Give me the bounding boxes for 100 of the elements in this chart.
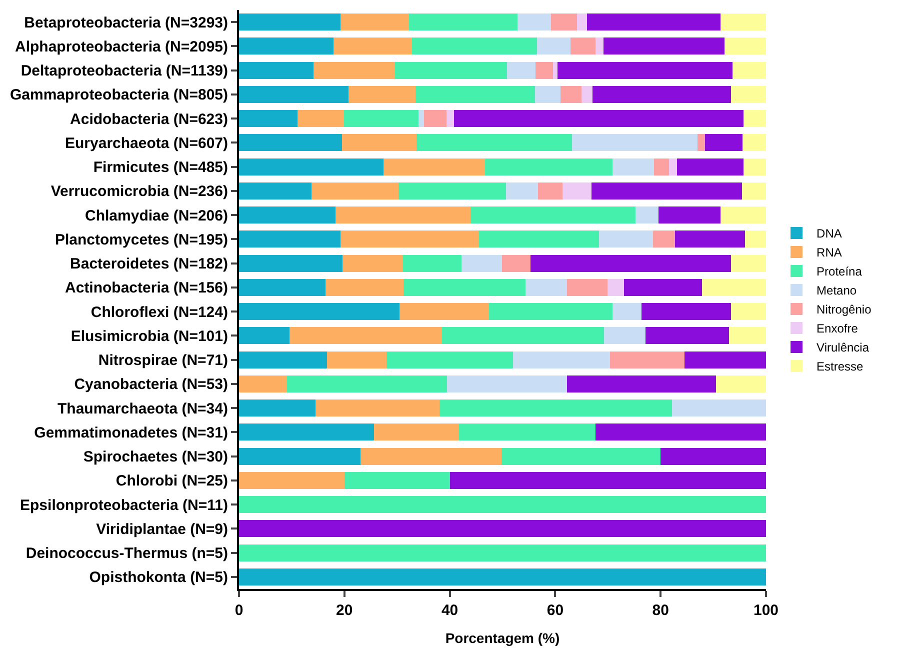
bar: [507, 62, 536, 79]
y-tick-label: Chlamydiae (N=206): [85, 207, 228, 224]
bar: [610, 351, 684, 368]
bar: [731, 86, 766, 103]
bar: [660, 448, 766, 465]
bar: [315, 400, 440, 417]
bar: [239, 38, 334, 55]
bar: [398, 182, 506, 200]
y-tick-label: Thaumarchaeota (N=34): [58, 400, 228, 418]
bar: [672, 400, 766, 417]
bar: [239, 351, 328, 368]
x-tick-label: 60: [546, 602, 564, 619]
bar: [742, 134, 766, 152]
bar: [335, 206, 470, 224]
bar: [536, 38, 570, 55]
y-tick-label: Actinobacteria (N=156): [65, 280, 228, 297]
bar: [239, 158, 384, 176]
bar: [239, 327, 290, 344]
bar: [403, 278, 526, 296]
bar: [239, 424, 374, 441]
y-tick-label: Elusimicrobia (N=101): [70, 328, 228, 345]
bar: [704, 134, 742, 152]
bar: [485, 158, 613, 176]
y-tick-label: Epsilonproteobacteria (N=11): [20, 496, 228, 514]
y-tick-label: Gemmatimonadetes (N=31): [34, 424, 228, 442]
bar: [239, 206, 336, 224]
bar: [239, 472, 344, 489]
bar: [653, 230, 675, 248]
bar: [239, 230, 341, 248]
bar: [386, 351, 514, 368]
bar: [239, 520, 766, 538]
bar: [239, 278, 326, 296]
bar: [669, 158, 677, 176]
legend-label: Virulência: [816, 340, 870, 355]
bar: [478, 230, 599, 248]
bar: [743, 110, 766, 128]
bar: [612, 158, 654, 176]
bar: [374, 424, 459, 441]
bar: [348, 86, 416, 103]
bar: [716, 375, 766, 392]
bar: [566, 375, 716, 392]
bar: [604, 38, 724, 55]
bar: [513, 351, 610, 368]
bar: [344, 110, 419, 128]
y-tick-label: Spirochaetes (N=30): [83, 448, 228, 466]
bar: [450, 472, 766, 489]
bar: [536, 62, 554, 79]
bar: [418, 110, 424, 128]
bar: [333, 38, 412, 55]
bar: [566, 278, 608, 296]
bar: [742, 182, 766, 200]
bar: [612, 303, 642, 320]
legend-label: Metano: [816, 284, 857, 298]
bar: [239, 375, 287, 392]
bar: [550, 14, 577, 31]
bar: [416, 86, 536, 103]
y-tick-label: Chlorobi (N=25): [116, 472, 228, 490]
y-tick-label: Firmicutes (N=485): [93, 159, 228, 176]
legend-label: RNA: [816, 246, 842, 260]
bar: [383, 158, 486, 176]
bar: [697, 134, 705, 152]
bar: [342, 134, 417, 152]
bar: [400, 303, 489, 320]
bar: [340, 230, 479, 248]
bar: [604, 327, 646, 344]
bar: [239, 544, 766, 562]
bar: [461, 254, 502, 272]
bar: [658, 206, 721, 224]
bar: [327, 351, 387, 368]
bar: [298, 110, 344, 128]
x-axis-title: Porcentagem (%): [445, 630, 560, 646]
legend-label: Proteína: [816, 264, 862, 279]
bar: [344, 472, 450, 489]
bar: [470, 206, 636, 224]
bar: [239, 254, 342, 272]
bar: [416, 134, 572, 152]
bar: [325, 278, 404, 296]
bar: [409, 14, 518, 31]
bar: [642, 303, 732, 320]
x-tick-label: 100: [753, 602, 779, 619]
bar: [312, 182, 399, 200]
bar: [526, 278, 567, 296]
bar: [506, 182, 538, 200]
bar: [720, 14, 766, 31]
y-tick-label: Euryarchaeota (N=607): [65, 134, 228, 152]
bar: [442, 327, 604, 344]
y-tick-label: Gammaproteobacteria (N=805): [10, 86, 228, 104]
bar: [635, 206, 658, 224]
bar: [731, 254, 766, 272]
y-tick-label: Planctomycetes (N=195): [55, 231, 228, 248]
y-tick-label: Bacteroidetes (N=182): [70, 256, 228, 273]
y-tick-label: Cyanobacteria (N=53): [74, 376, 228, 394]
bar: [239, 86, 349, 103]
bar: [239, 448, 361, 465]
y-tick-label: Betaproteobacteria (N=3293): [24, 14, 228, 32]
bar: [732, 62, 766, 79]
bar: [674, 230, 745, 248]
bar: [595, 424, 766, 441]
bar: [592, 86, 732, 103]
bar: [530, 254, 732, 272]
